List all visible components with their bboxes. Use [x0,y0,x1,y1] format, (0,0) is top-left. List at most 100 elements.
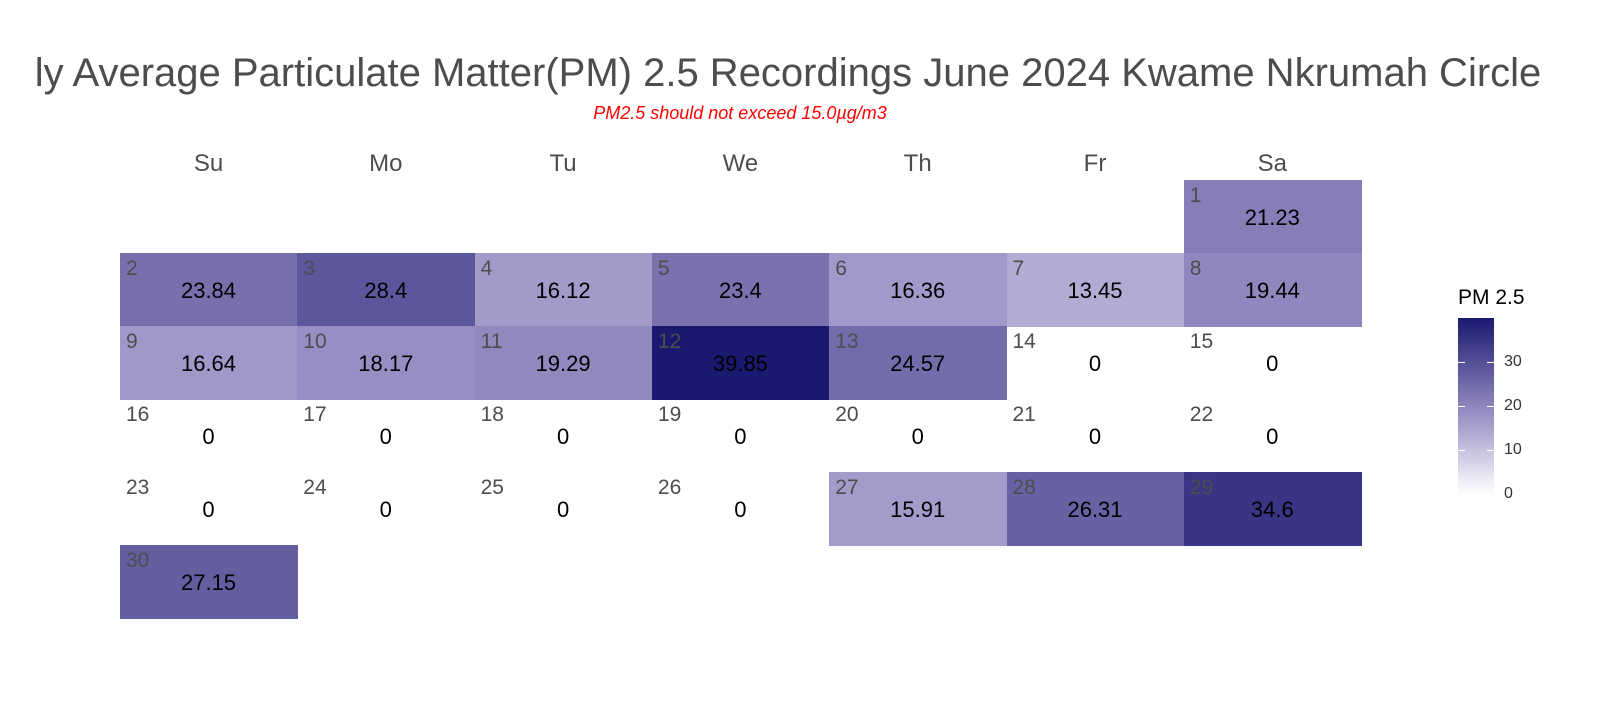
day-value: 19.29 [535,351,591,376]
chart-title: ly Average Particulate Matter(PM) 2.5 Re… [34,51,1542,95]
day-value: 23.4 [718,278,762,303]
day-cell: 22 0 [1184,399,1362,473]
day-value: 21.23 [1244,205,1300,230]
day-cell: 3 28.4 [297,253,476,327]
legend-tick-label: 10 [1504,440,1522,458]
weekday-label-th: Th [903,150,932,177]
day-cell: 11 19.29 [474,326,653,400]
day-cell: 29 34.6 [1183,472,1362,546]
day-value: 13.45 [1067,278,1123,303]
day-value: 16.64 [180,351,237,376]
day-number: 1 [1189,184,1202,207]
day-value: 0 [556,497,570,522]
day-value: 39.85 [712,351,768,376]
day-cell: 24 0 [297,472,475,546]
day-number: 18 [480,403,504,426]
day-number: 20 [835,403,859,426]
chart-subtitle: PM2.5 should not exceed 15.0µg/m3 [593,103,887,123]
day-cell: 25 0 [475,472,653,546]
day-value: 0 [734,424,747,449]
legend-tick-label: 30 [1504,352,1522,370]
day-value: 0 [379,424,392,449]
day-value: 0 [202,424,215,449]
day-number: 29 [1189,476,1214,499]
day-cell: 13 24.57 [829,326,1008,400]
day-cell: 9 16.64 [120,326,298,400]
day-number: 12 [657,330,682,353]
day-number: 14 [1012,330,1036,353]
day-value: 0 [1266,424,1279,449]
day-number: 30 [126,549,150,572]
day-cell: 12 39.85 [651,326,830,400]
day-number: 27 [835,476,859,499]
legend-title: PM 2.5 [1458,286,1525,309]
day-cell: 16 0 [120,399,298,473]
weekday-label-sa: Sa [1257,150,1287,177]
day-value: 0 [1088,424,1102,449]
day-value: 0 [1088,351,1102,376]
weekday-label-we: We [722,150,759,177]
day-value: 0 [556,424,570,449]
day-cell: 26 0 [652,472,830,546]
day-cell: 28 26.31 [1006,472,1185,546]
day-value: 16.36 [890,278,946,303]
weekday-label-fr: Fr [1083,150,1107,177]
day-cell: 6 16.36 [829,253,1008,327]
legend-tick-mark [1458,494,1465,495]
day-number: 3 [303,257,315,280]
day-cell: 2 23.84 [120,253,298,327]
day-value: 0 [911,424,924,449]
day-cell: 5 23.4 [651,253,830,327]
legend-tick-mark [1487,450,1494,451]
legend-tick-mark [1458,362,1465,363]
day-value: 24.57 [890,351,946,376]
day-number: 5 [657,257,670,280]
day-cell: 19 0 [652,399,830,473]
day-value: 15.91 [890,497,946,522]
legend-tick-mark [1487,406,1494,407]
legend-tick-mark [1487,362,1494,363]
day-number: 23 [126,476,150,499]
day-cell: 7 13.45 [1006,253,1185,327]
day-number: 9 [126,330,138,353]
day-cell: 18 0 [475,399,653,473]
day-number: 17 [303,403,327,426]
day-cell: 17 0 [297,399,475,473]
day-number: 25 [480,476,504,499]
day-cell: 8 19.44 [1183,253,1362,327]
day-number: 8 [1189,257,1202,280]
legend-tick-mark [1458,406,1465,407]
weekday-label-su: Su [193,150,224,177]
day-value: 23.84 [180,278,237,303]
day-cell: 4 16.12 [474,253,653,327]
day-cell: 20 0 [829,399,1007,473]
day-cell: 1 21.23 [1183,180,1362,254]
day-number: 15 [1189,330,1214,353]
day-number: 22 [1189,403,1214,426]
legend-tick-label: 20 [1504,396,1522,414]
day-cell: 23 0 [120,472,298,546]
day-cell: 10 18.17 [297,326,476,400]
legend-tick-label: 0 [1504,485,1513,502]
day-cell: 30 27.15 [120,545,298,619]
day-value: 34.6 [1250,497,1294,522]
day-number: 21 [1012,403,1036,426]
day-value: 19.44 [1244,278,1300,303]
day-cell: 15 0 [1184,326,1362,400]
day-number: 28 [1012,476,1036,499]
day-value: 26.31 [1067,497,1123,522]
day-value: 0 [379,497,392,522]
weekday-label-tu: Tu [549,150,577,177]
day-value: 16.12 [535,278,591,303]
day-number: 2 [126,257,138,280]
day-value: 0 [1266,351,1279,376]
day-number: 13 [835,330,859,353]
day-number: 19 [657,403,682,426]
day-number: 26 [657,476,682,499]
day-number: 7 [1012,257,1025,280]
day-value: 27.15 [180,570,237,595]
day-cell: 14 0 [1007,326,1185,400]
legend-tick-mark [1458,450,1465,451]
weekday-label-mo: Mo [369,150,403,177]
legend-tick-mark [1487,494,1494,495]
